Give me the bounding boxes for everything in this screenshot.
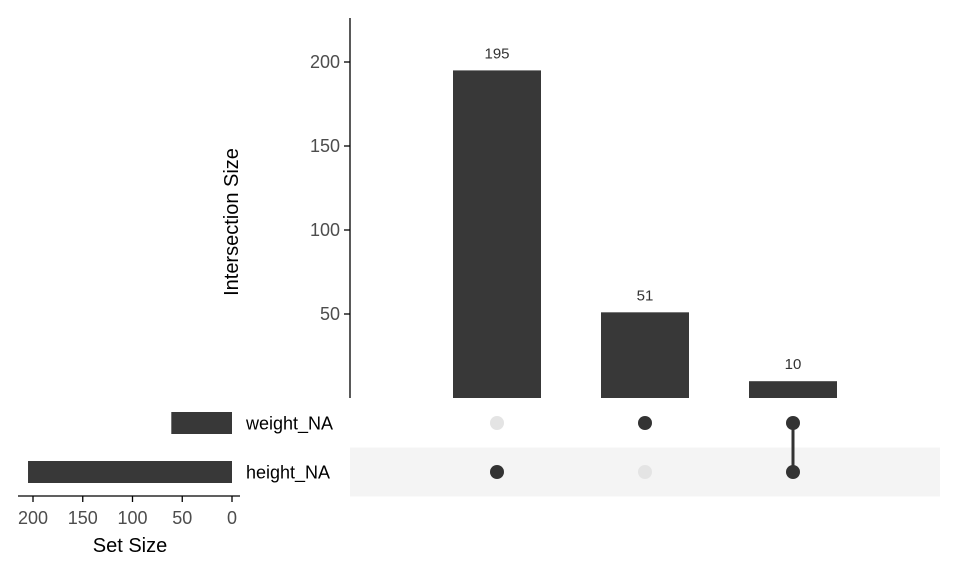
matrix-dot-2-weight-na-active [638,416,652,430]
set-size-bars: weight_NA height_NA [28,412,333,484]
y-tick-label-150: 150 [310,136,340,156]
set-label-height-na: height_NA [246,463,330,484]
set-size-tick-label-50: 50 [172,508,192,528]
y-tick-label-50: 50 [320,304,340,324]
intersection-bar-label-1: 195 [484,45,509,62]
set-size-axis: 200 150 100 50 0 [18,495,240,528]
matrix-dot-3-weight-na-active [786,416,800,430]
intersection-bar-1 [453,70,541,399]
set-label-weight-na: weight_NA [245,414,333,435]
set-size-tick-label-200: 200 [18,508,48,528]
set-size-bar-weight-na [171,412,232,434]
matrix-dot-1-height-na-active [490,465,504,479]
intersection-matrix [490,416,800,479]
set-size-bar-height-na [28,461,233,483]
y-tick-label-200: 200 [310,52,340,72]
y-axis-title: Intersection Size [221,148,243,296]
intersection-bar-3 [749,381,837,398]
matrix-dot-2-height-na-inactive [638,465,652,479]
intersection-bar-label-2: 51 [637,287,654,304]
matrix-dot-1-weight-na-inactive [490,416,504,430]
set-size-tick-label-0: 0 [227,508,237,528]
matrix-dot-3-height-na-active [786,465,800,479]
set-size-tick-label-150: 150 [68,508,98,528]
intersection-bar-label-3: 10 [785,356,802,373]
intersection-size-axis: 50 100 150 200 [310,18,351,398]
intersection-bars: 195 51 10 [453,45,837,399]
y-tick-label-100: 100 [310,220,340,240]
intersection-bar-2 [601,312,689,398]
set-size-tick-label-100: 100 [117,508,147,528]
set-size-axis-title: Set Size [93,535,167,557]
